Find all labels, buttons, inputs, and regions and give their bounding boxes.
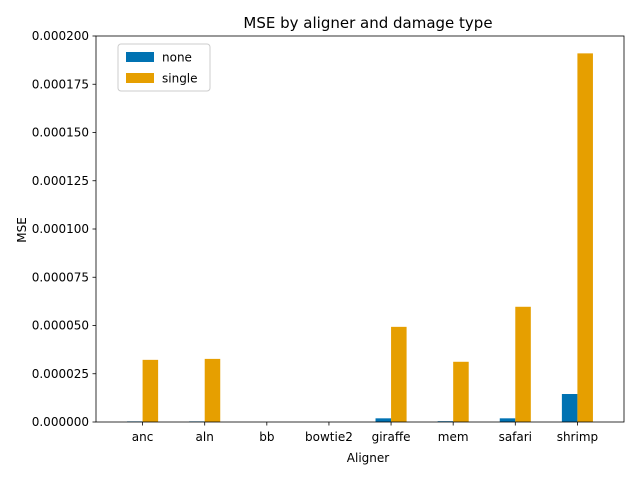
y-tick-label: 0.000200 xyxy=(32,29,89,43)
y-tick-label: 0.000150 xyxy=(32,126,89,140)
x-axis-label: Aligner xyxy=(347,451,389,465)
bar-none-giraffe xyxy=(375,418,392,422)
bar-none-shrimp xyxy=(561,394,578,422)
y-tick-label: 0.000075 xyxy=(32,270,89,284)
x-tick-label-shrimp: shrimp xyxy=(557,430,598,444)
x-tick-label-aln: aln xyxy=(196,430,214,444)
bar-single-anc xyxy=(142,359,159,422)
legend-swatch-none xyxy=(126,52,154,62)
y-tick-label: 0.000175 xyxy=(32,77,89,91)
plot-area: anc aln bb bowtie2 giraffe mem safari shrimp 0.0… xyxy=(32,29,625,444)
x-tick-label-bb: bb xyxy=(259,430,274,444)
axes-frame xyxy=(95,35,625,423)
x-tick-label-giraffe: giraffe xyxy=(372,430,411,444)
bar-single-safari xyxy=(515,306,531,422)
chart-title: MSE by aligner and damage type xyxy=(243,14,492,32)
legend-label-none: none xyxy=(162,51,192,65)
y-tick-label: 0.000025 xyxy=(32,367,89,381)
y-axis-label: MSE xyxy=(15,217,29,243)
x-tick-label-anc: anc xyxy=(132,430,154,444)
bar-none-safari xyxy=(499,418,516,422)
y-tick-label: 0.000125 xyxy=(32,174,89,188)
x-tick-label-safari: safari xyxy=(499,430,532,444)
y-tick-label: 0.000000 xyxy=(32,415,89,429)
bar-single-mem xyxy=(453,361,469,422)
legend-swatch-single xyxy=(126,73,154,83)
y-tick-label: 0.000050 xyxy=(32,319,89,333)
legend-label-single: single xyxy=(162,72,198,86)
x-tick-label-bowtie2: bowtie2 xyxy=(305,430,353,444)
legend: none single xyxy=(117,43,211,92)
y-tick-label: 0.000100 xyxy=(32,222,89,236)
bar-single-aln xyxy=(204,358,221,422)
bar-single-giraffe xyxy=(391,326,407,422)
x-tick-label-mem: mem xyxy=(438,430,469,444)
bar-single-shrimp xyxy=(577,53,593,423)
